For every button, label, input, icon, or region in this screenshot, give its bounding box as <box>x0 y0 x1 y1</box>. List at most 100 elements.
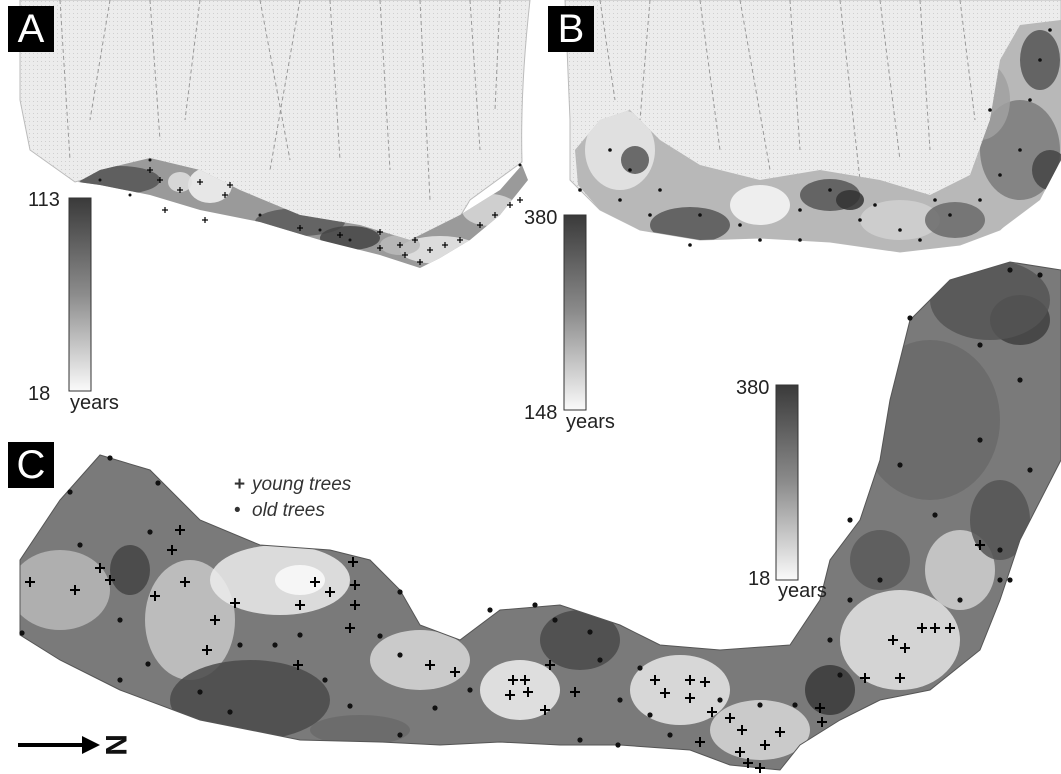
panel-c-old-tree-53 <box>977 437 982 442</box>
panel-c-old-tree-20 <box>552 617 557 622</box>
panel-c-old-tree-36 <box>1017 377 1022 382</box>
panel-b-old-tree-4 <box>698 213 702 217</box>
panel-c-old-tree-50 <box>615 742 620 747</box>
panel-c-contour-0 <box>10 550 110 630</box>
panel-c-old-tree-25 <box>667 732 672 737</box>
panel-b-contour-3 <box>730 185 790 225</box>
panel-c-old-tree-49 <box>577 737 582 742</box>
panel-c-old-tree-44 <box>19 630 24 635</box>
panel-b-scale-unit: years <box>566 412 615 432</box>
panel-a-old-tree-2 <box>129 194 132 197</box>
north-arrow-icon <box>18 736 100 754</box>
panel-a-old-tree-3 <box>259 214 262 217</box>
panel-b-old-tree-6 <box>758 238 762 242</box>
legend-young-label: young trees <box>252 474 351 496</box>
panel-b-scale-min: 148 <box>524 403 557 423</box>
panel-b-scale-max: 380 <box>524 208 557 228</box>
panel-b-old-tree-1 <box>608 148 612 152</box>
panel-c-old-tree-3 <box>147 529 152 534</box>
panel-c-old-tree-41 <box>907 315 912 320</box>
panel-c-old-tree-45 <box>155 480 160 485</box>
panel-b-old-tree-7 <box>798 208 802 212</box>
panel-b-old-tree-20 <box>798 238 802 242</box>
panel-b-contour-7 <box>925 202 985 238</box>
panel-b-old-tree-11 <box>918 238 922 242</box>
panel-c-old-tree-52 <box>957 597 962 602</box>
panel-c-old-tree-4 <box>145 661 150 666</box>
panel-c-old-tree-27 <box>757 702 762 707</box>
panel-c-old-tree-42 <box>397 732 402 737</box>
panel-c-old-tree-48 <box>847 517 852 522</box>
panel-c-old-tree-18 <box>487 607 492 612</box>
panel-c-old-tree-16 <box>432 705 437 710</box>
panel-c-old-tree-11 <box>322 677 327 682</box>
panel-b-label: B <box>548 6 594 52</box>
panel-c-label: C <box>8 442 54 488</box>
panel-c-contour-9 <box>630 655 730 725</box>
panel-a-young-tree-7 <box>202 217 208 223</box>
panel-a-old-tree-4 <box>319 229 322 232</box>
panel-b-old-tree-19 <box>988 108 992 112</box>
panel-c-old-tree-0 <box>67 489 72 494</box>
panel-c-old-tree-46 <box>637 665 642 670</box>
panel-c-old-tree-51 <box>792 702 797 707</box>
panel-b-old-tree-3 <box>648 213 652 217</box>
panel-c-old-tree-43 <box>117 677 122 682</box>
panel-b-old-tree-17 <box>1038 58 1042 62</box>
panel-b-scale-bar <box>564 215 586 410</box>
panel-a-old-tree-1 <box>99 179 102 182</box>
panel-c-old-tree-8 <box>237 642 242 647</box>
panel-a-young-tree-18 <box>517 197 523 203</box>
legend-old-label: old trees <box>252 500 325 522</box>
panel-b-old-tree-23 <box>658 188 662 192</box>
panel-c-old-tree-30 <box>877 577 882 582</box>
panel-b-old-tree-25 <box>933 198 937 202</box>
legend-old-symbol: • <box>234 500 241 522</box>
panel-b-contour-1 <box>621 146 649 174</box>
panel-c-old-tree-23 <box>617 697 622 702</box>
panel-c-old-tree-34 <box>997 577 1002 582</box>
panel-c-contour-6 <box>370 630 470 690</box>
panel-c-old-tree-35 <box>1007 577 1012 582</box>
panel-c-old-tree-21 <box>587 629 592 634</box>
panel-a-scale-min: 18 <box>28 384 50 404</box>
panel-c-old-tree-47 <box>837 672 842 677</box>
panel-b-old-tree-10 <box>898 228 902 232</box>
panel-c-old-tree-40 <box>977 342 982 347</box>
panel-c-contour-1 <box>110 545 150 595</box>
panel-a-young-tree-6 <box>162 207 168 213</box>
panel-c-scale-unit: years <box>778 581 827 601</box>
panel-b-contour-2 <box>650 207 730 243</box>
panel-c-old-tree-32 <box>932 512 937 517</box>
panel-a-contour-4 <box>320 226 380 250</box>
north-label: N <box>100 734 130 756</box>
panel-a-scale-unit: years <box>70 393 119 413</box>
panel-c-old-tree-2 <box>107 455 112 460</box>
panel-b-old-tree-5 <box>738 223 742 227</box>
panel-c-scale-bar <box>776 385 798 580</box>
panel-b-old-tree-14 <box>998 173 1002 177</box>
panel-c-old-tree-9 <box>272 642 277 647</box>
panel-c-old-tree-14 <box>397 589 402 594</box>
panel-c-contour-11 <box>805 665 855 715</box>
panel-c-old-tree-22 <box>597 657 602 662</box>
panel-c-contour-15 <box>860 340 1000 500</box>
panel-c-scale-min: 18 <box>748 569 770 589</box>
panel-b-contour-5 <box>836 190 864 210</box>
panel-b-old-tree-22 <box>618 198 622 202</box>
panel-c-old-tree-13 <box>377 633 382 638</box>
panel-c-contour-5 <box>170 660 330 740</box>
panel-c-old-tree-38 <box>1037 272 1042 277</box>
panel-b-old-tree-8 <box>828 188 832 192</box>
panel-c-contour-8 <box>540 610 620 670</box>
panel-c-old-tree-17 <box>467 687 472 692</box>
panel-a-old-tree-5 <box>349 239 352 242</box>
panel-a-scale-max: 113 <box>28 190 60 210</box>
panel-c-old-tree-29 <box>847 597 852 602</box>
panel-c-old-tree-5 <box>197 689 202 694</box>
panel-c-scale-max: 380 <box>736 378 769 398</box>
panel-c-old-tree-15 <box>397 652 402 657</box>
legend-young-symbol: + <box>234 474 245 496</box>
panel-a-old-tree-0 <box>149 159 152 162</box>
